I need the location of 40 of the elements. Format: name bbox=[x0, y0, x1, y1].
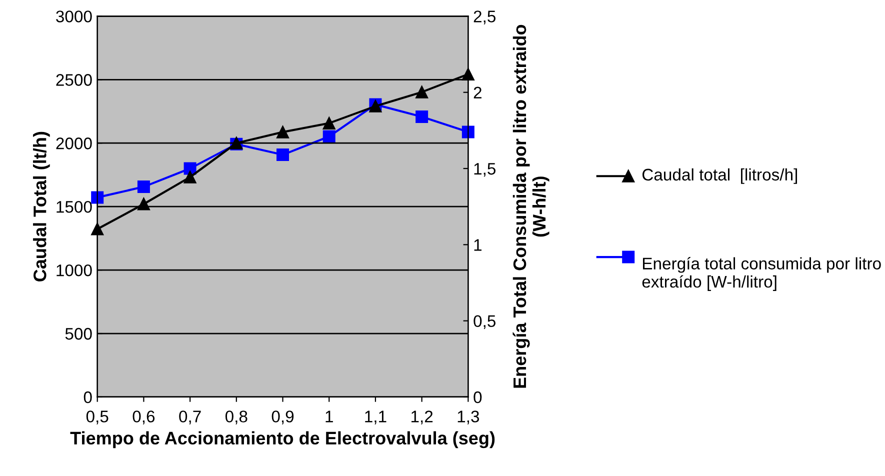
x-tick-label: 1,2 bbox=[412, 410, 433, 424]
x-tick-label: 1,1 bbox=[365, 410, 386, 424]
x-tick-label: 0,5 bbox=[86, 410, 108, 424]
y-axis-title: Caudal Total (lt/h) bbox=[33, 132, 50, 282]
y-tick-label: 1000 bbox=[56, 264, 92, 276]
y2-tick-label: 2,5 bbox=[474, 10, 496, 24]
point bbox=[322, 130, 336, 143]
point bbox=[416, 110, 428, 123]
y-tick-label: 2500 bbox=[56, 74, 92, 86]
point bbox=[276, 148, 290, 162]
y2-tick-label: 0 bbox=[474, 391, 482, 404]
y2-tick-label: 2 bbox=[474, 86, 482, 98]
y-tick-label: 3000 bbox=[56, 10, 92, 22]
x-axis-title: Tiempo de Accionamiento de Electrovalvula (seg) bbox=[70, 431, 495, 448]
x-tick-label: 0,6 bbox=[132, 410, 155, 424]
y-tick-label: 500 bbox=[65, 328, 92, 340]
y-tick-label: 1500 bbox=[56, 200, 92, 213]
point bbox=[91, 191, 104, 204]
y-tick-label: 2000 bbox=[56, 138, 92, 150]
point bbox=[137, 180, 150, 194]
legend-label: Energía total consumida por litro extraído [W-h/litro] bbox=[642, 257, 881, 291]
y2-tick-label: 0,5 bbox=[474, 315, 496, 329]
point bbox=[322, 116, 336, 130]
y2-tick-label: 1,5 bbox=[474, 163, 496, 177]
x-tick-label: 0,8 bbox=[225, 410, 248, 424]
point bbox=[416, 86, 428, 98]
point bbox=[137, 198, 150, 210]
point bbox=[462, 126, 474, 138]
x-tick-label: 0,9 bbox=[272, 410, 294, 424]
x-tick-label: 0,7 bbox=[179, 410, 201, 424]
y2-axis-title: Energía Total Consumida por litro extraido (W-h/lt) bbox=[512, 24, 550, 388]
x-tick-label: 1,3 bbox=[458, 410, 480, 424]
point bbox=[462, 68, 474, 80]
legend-label: Caudal total [litros/h] bbox=[642, 168, 797, 184]
point bbox=[276, 126, 290, 138]
y2-tick-label: 1 bbox=[474, 239, 482, 251]
point bbox=[91, 222, 104, 236]
point bbox=[184, 170, 196, 184]
y-tick-label: 0 bbox=[84, 391, 92, 404]
x-tick-label: 1 bbox=[326, 410, 333, 422]
